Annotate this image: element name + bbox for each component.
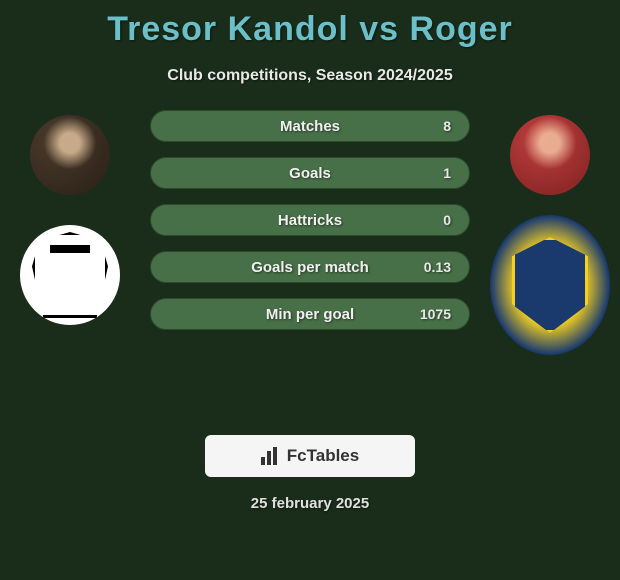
title-container: Tresor Kandol vs Roger: [10, 10, 610, 49]
stat-row-matches: Matches 8: [150, 110, 470, 142]
stat-value: 0.13: [424, 259, 451, 275]
stat-row-goals: Goals 1: [150, 157, 470, 189]
club-badge-right: [490, 215, 610, 355]
player-photo-left: [30, 115, 110, 195]
stat-value: 0: [443, 212, 451, 228]
comparison-card: Tresor Kandol vs Roger Club competitions…: [0, 0, 620, 580]
stat-value: 1: [443, 165, 451, 181]
bar-chart-icon: [261, 447, 281, 465]
stats-list: Matches 8 Goals 1 Hattricks 0 Goals per …: [150, 110, 470, 345]
stat-label: Hattricks: [278, 212, 342, 229]
page-title: Tresor Kandol vs Roger: [107, 10, 513, 48]
stat-label: Matches: [280, 118, 340, 135]
stat-label: Goals: [289, 165, 331, 182]
stat-label: Goals per match: [251, 259, 369, 276]
stat-label: Min per goal: [266, 306, 354, 323]
date-label: 25 february 2025: [10, 495, 610, 512]
main-area: Matches 8 Goals 1 Hattricks 0 Goals per …: [10, 115, 610, 395]
stat-row-min-per-goal: Min per goal 1075: [150, 298, 470, 330]
brand-name: FcTables: [287, 446, 359, 466]
stat-value: 1075: [420, 306, 451, 322]
subtitle: Club competitions, Season 2024/2025: [10, 67, 610, 85]
club-badge-left: [20, 225, 120, 325]
player-photo-right: [510, 115, 590, 195]
brand-badge[interactable]: FcTables: [205, 435, 415, 477]
stat-row-hattricks: Hattricks 0: [150, 204, 470, 236]
stat-row-goals-per-match: Goals per match 0.13: [150, 251, 470, 283]
stat-value: 8: [443, 118, 451, 134]
